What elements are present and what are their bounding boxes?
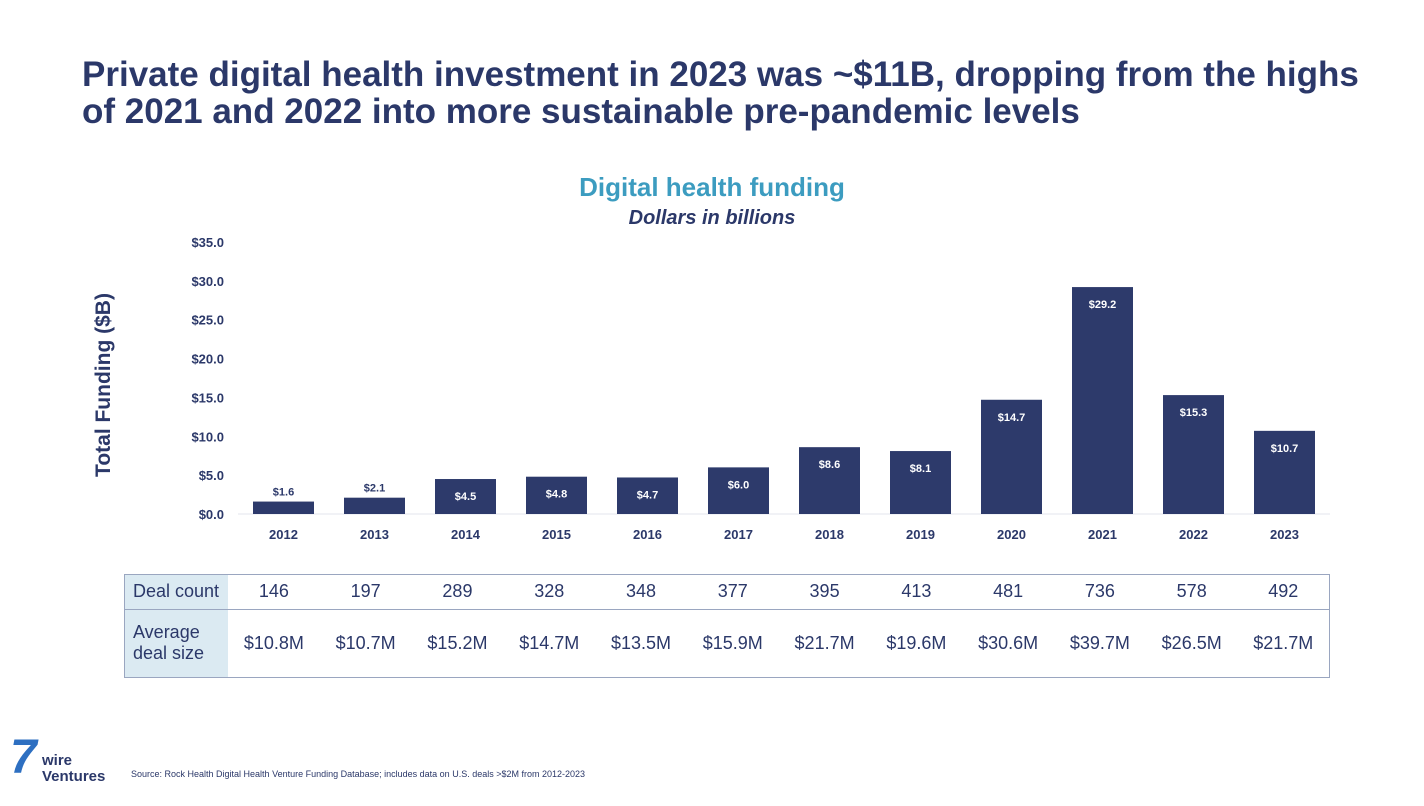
funding-bar-chart: $0.0 $5.0 $10.0 $15.0 $20.0 $25.0 $30.0 $35.0 $1… [191,235,1330,542]
bar [1072,287,1133,514]
deal-count-cell: 492 [1237,574,1330,610]
x-tick-label: 2021 [1088,527,1117,542]
avg-deal-size-cell: $13.5M [595,608,687,678]
7wire-ventures-logo: 7 wire Ventures [8,734,120,788]
y-tick-label: $5.0 [199,468,224,483]
deal-count-cell: 197 [319,574,412,610]
x-tick-label: 2022 [1179,527,1208,542]
avg-deal-size-cell: $15.9M [686,608,779,678]
bar [1163,395,1224,514]
x-tick-label: 2019 [906,527,935,542]
bar [981,399,1042,514]
avg-deal-size-cell: $15.2M [411,608,504,678]
chart-subtitle: Dollars in billions [628,207,796,229]
bar-data-label: $4.7 [637,489,658,501]
avg-deal-size-row: Average deal size $10.8M $10.7M $15.2M $14.… [124,608,1330,678]
bar-data-label: $1.6 [273,487,294,499]
y-tick-label: $35.0 [191,235,224,250]
bar [708,467,769,514]
avg-deal-size-cell: $39.7M [1054,608,1146,678]
bar-data-label: $6.0 [728,479,749,491]
bar-data-label: $4.8 [546,489,567,501]
x-tick-label: 2018 [815,527,844,542]
bar [890,451,951,514]
deal-count-cell: 578 [1145,574,1238,610]
x-tick-label: 2016 [633,527,662,542]
x-tick-label: 2020 [997,527,1026,542]
y-tick-label: $25.0 [191,313,224,328]
x-tick-label: 2023 [1270,527,1299,542]
avg-deal-size-header: Average deal size [124,608,228,678]
bar-data-label: $8.1 [910,463,931,475]
deal-count-cell: 328 [503,574,596,610]
avg-deal-size-cell: $10.8M [228,608,320,678]
logo-wire-text: wire [42,752,73,769]
bar [344,497,405,514]
bar-data-label: $8.6 [819,459,840,471]
page-headline: Private digital health investment in 202… [82,55,1359,131]
x-tick-label: 2014 [451,527,481,542]
avg-deal-size-cell: $14.7M [503,608,596,678]
deal-count-cell: 146 [228,574,320,610]
bar [1254,430,1315,514]
deal-count-cell: 348 [595,574,687,610]
deal-table: Deal count 146 197 289 328 348 377 395 413 481 73… [124,574,1330,678]
deal-count-row: Deal count 146 197 289 328 348 377 395 413 481 73… [124,574,1330,610]
avg-deal-size-cell: $19.6M [870,608,963,678]
bar [617,477,678,514]
deal-count-header: Deal count [124,574,228,610]
bar [799,447,860,514]
logo-ventures-text: Ventures [42,768,106,785]
bar-data-label: $15.3 [1180,407,1208,419]
x-tick-label: 2013 [360,527,389,542]
bar-data-label: $14.7 [998,412,1026,424]
source-note: Source: Rock Health Digital Health Ventu… [131,769,586,779]
chart-title: Digital health funding [579,172,845,202]
x-tick-label: 2012 [269,527,298,542]
deal-count-cell: 395 [778,574,871,610]
avg-deal-size-cell: $10.7M [319,608,412,678]
deal-count-cell: 413 [870,574,963,610]
y-tick-label: $30.0 [191,274,224,289]
y-tick-label: $20.0 [191,352,224,367]
deal-count-cell: 289 [411,574,504,610]
y-tick-label: $0.0 [199,507,224,522]
logo-seven-glyph: 7 [10,731,37,784]
y-tick-label: $15.0 [191,390,224,405]
x-tick-label: 2017 [724,527,753,542]
deal-count-cell: 377 [686,574,779,610]
bar-data-label: $10.7 [1271,443,1299,455]
bar [253,501,314,514]
bar-data-label: $29.2 [1089,299,1117,311]
bar [526,476,587,514]
bar [435,479,496,514]
y-tick-label: $10.0 [191,429,224,444]
bar-data-label: $2.1 [364,483,385,495]
avg-deal-size-cell: $21.7M [1237,608,1330,678]
x-tick-label: 2015 [542,527,571,542]
deal-count-cell: 481 [962,574,1055,610]
avg-deal-size-cell: $30.6M [962,608,1055,678]
avg-deal-size-cell: $26.5M [1145,608,1238,678]
deal-count-cell: 736 [1054,574,1146,610]
bar-data-label: $4.5 [455,491,476,503]
avg-deal-size-cell: $21.7M [778,608,871,678]
